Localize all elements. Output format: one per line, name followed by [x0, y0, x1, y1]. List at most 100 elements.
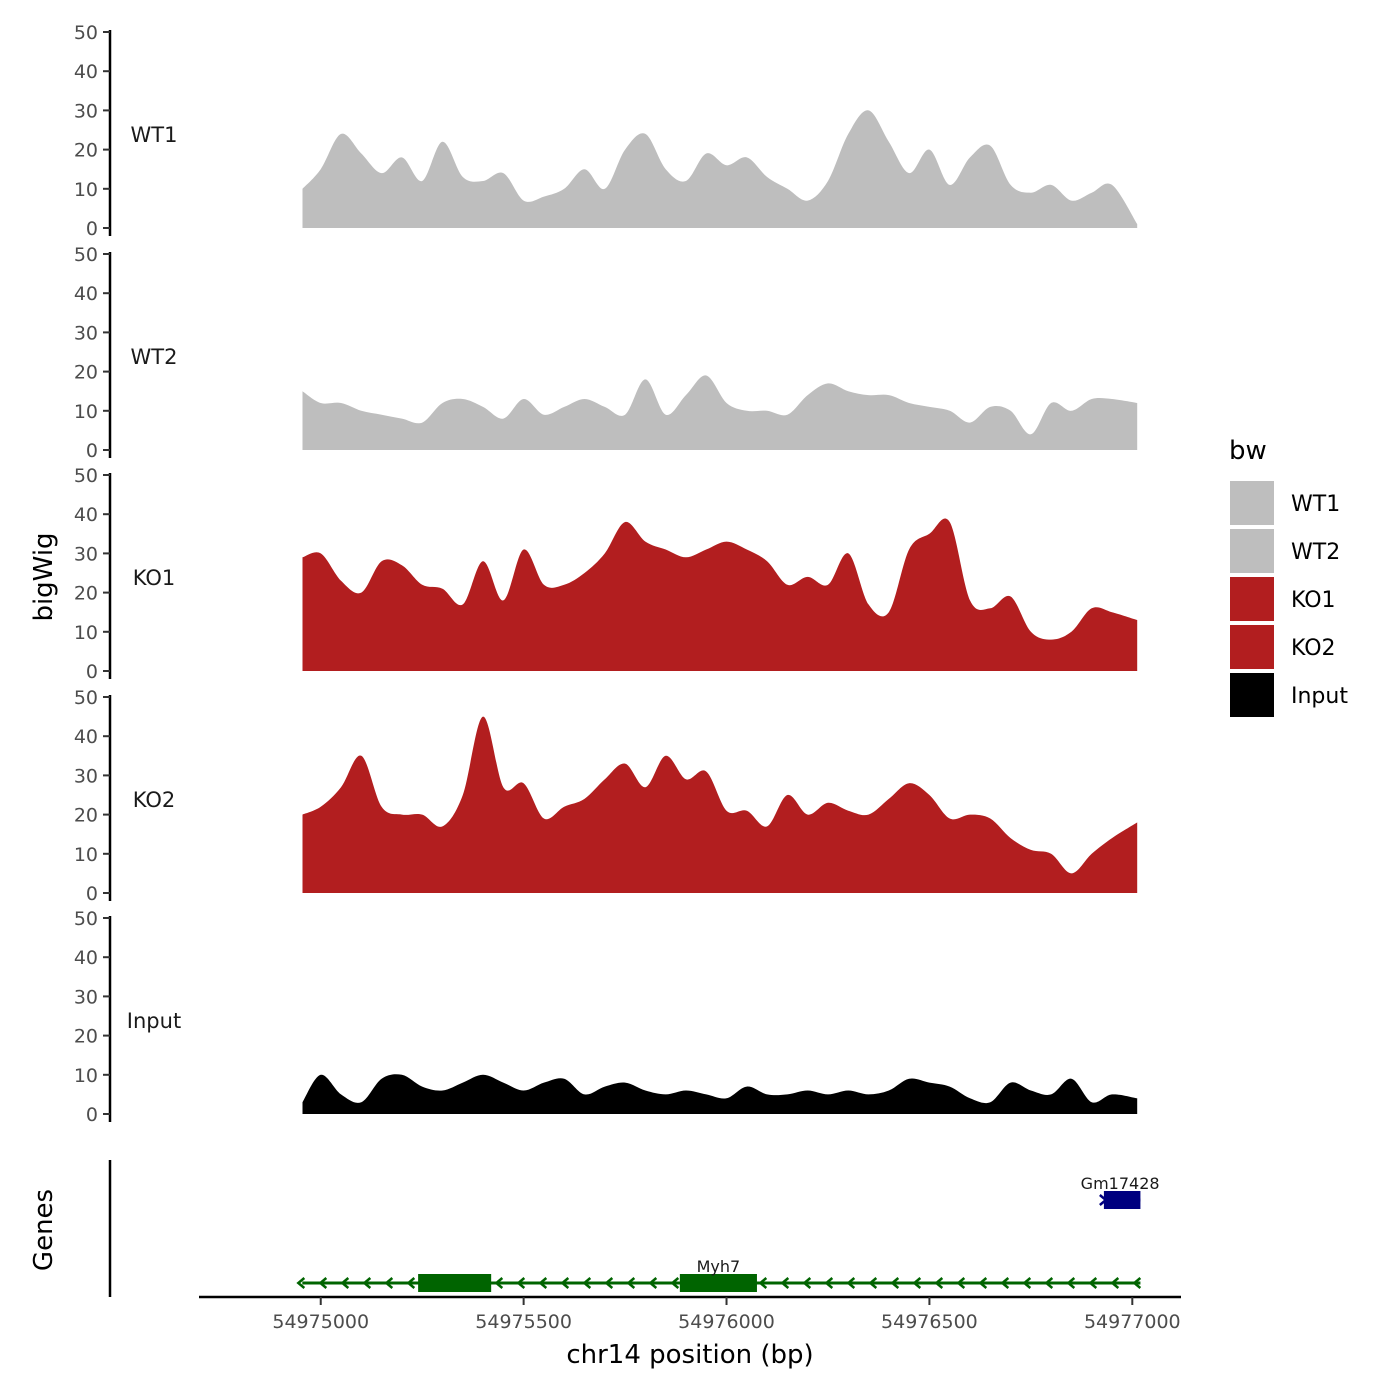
- strand-arrow: [406, 1277, 416, 1289]
- strand-arrow: [1000, 1277, 1010, 1289]
- strand-arrow: [758, 1277, 768, 1289]
- gene-label: Gm17428: [1081, 1174, 1160, 1193]
- legend-label-wt1: WT1: [1291, 492, 1340, 517]
- track-label: WT2: [131, 345, 178, 369]
- strand-arrow: [846, 1277, 856, 1289]
- y-tick-label: 30: [74, 100, 98, 122]
- y-tick-label: 40: [74, 726, 98, 748]
- exon: [418, 1274, 492, 1292]
- y-tick-label: 40: [74, 504, 98, 526]
- legend-label-wt2: WT2: [1291, 540, 1340, 565]
- strand-arrow: [626, 1277, 636, 1289]
- gene-myh7: Myh7: [296, 1257, 1142, 1292]
- legend-swatch-wt2: [1228, 527, 1276, 575]
- x-tick-label: 54975500: [475, 1311, 572, 1333]
- y-tick-label: 20: [74, 805, 98, 827]
- legend-label-input: Input: [1291, 684, 1348, 709]
- strand-arrow: [1110, 1277, 1120, 1289]
- strand-arrow: [1132, 1277, 1142, 1289]
- strand-arrow: [824, 1277, 834, 1289]
- track-label: KO2: [133, 788, 176, 812]
- strand-arrow: [604, 1277, 614, 1289]
- gene-panel: Myh7 Gm17428: [108, 1160, 1160, 1297]
- y-tick-label: 40: [74, 283, 98, 305]
- area-input: [302, 1074, 1138, 1114]
- y-tick-label: 0: [86, 218, 98, 240]
- y-tick-label: 40: [74, 947, 98, 969]
- y-tick-label: 10: [74, 179, 98, 201]
- y-tick-label: 20: [74, 583, 98, 605]
- track-input: 0 10 20 30 40 50 Input: [74, 908, 1138, 1126]
- strand-arrow: [384, 1277, 394, 1289]
- strand-arrow: [538, 1277, 548, 1289]
- exon: [679, 1274, 757, 1292]
- signal-tracks: 0 10 20 30 40 50 WT1 0 10 20 30 40 50 WT2 0 10 20 30 40 50 K…: [74, 22, 1138, 1126]
- strand-arrow: [890, 1277, 900, 1289]
- y-tick-label: 0: [86, 440, 98, 462]
- strand-arrow: [362, 1277, 372, 1289]
- area-wt1: [302, 110, 1138, 228]
- strand-arrow: [780, 1277, 790, 1289]
- y-tick-label: 50: [74, 465, 98, 487]
- x-axis: 54975000 54975500 54976000 54976500 54977000: [199, 1295, 1181, 1333]
- strand-arrow: [1066, 1277, 1076, 1289]
- gene-label: Myh7: [697, 1257, 741, 1276]
- area-ko2: [302, 716, 1138, 893]
- legend-swatch-wt1: [1228, 479, 1276, 527]
- y-tick-label: 0: [86, 883, 98, 905]
- legend: bw WT1 WT2 KO1 KO2 Input: [1228, 436, 1348, 719]
- x-tick-label: 54977000: [1084, 1311, 1181, 1333]
- y-tick-label: 20: [74, 1026, 98, 1048]
- strand-arrow: [868, 1277, 878, 1289]
- area-ko1: [302, 518, 1138, 671]
- strand-arrow: [494, 1277, 504, 1289]
- strand-arrow: [1022, 1277, 1032, 1289]
- strand-arrow: [802, 1277, 812, 1289]
- exon: [1103, 1191, 1141, 1209]
- strand-arrow: [956, 1277, 966, 1289]
- strand-arrow: [516, 1277, 526, 1289]
- y-tick-label: 50: [74, 687, 98, 709]
- y-tick-label: 30: [74, 322, 98, 344]
- y-axis-title: bigWig: [29, 532, 59, 621]
- legend-swatch-ko1: [1228, 575, 1276, 623]
- y-tick-label: 30: [74, 765, 98, 787]
- legend-label-ko1: KO1: [1291, 588, 1336, 613]
- y-tick-label: 10: [74, 622, 98, 644]
- y-tick-label: 50: [74, 908, 98, 930]
- y-tick-label: 30: [74, 986, 98, 1008]
- track-wt1: 0 10 20 30 40 50 WT1: [74, 22, 1138, 240]
- x-axis-title: chr14 position (bp): [566, 1340, 813, 1370]
- track-label: WT1: [131, 123, 178, 147]
- y-tick-label: 30: [74, 543, 98, 565]
- legend-swatch-input: [1228, 671, 1276, 719]
- y-tick-label: 20: [74, 362, 98, 384]
- strand-arrow: [978, 1277, 988, 1289]
- area-wt2: [302, 375, 1138, 450]
- y-tick-label: 10: [74, 1065, 98, 1087]
- x-tick-label: 54976000: [678, 1311, 775, 1333]
- y-tick-label: 40: [74, 61, 98, 83]
- legend-swatch-ko2: [1228, 623, 1276, 671]
- track-ko1: 0 10 20 30 40 50 KO1: [74, 465, 1138, 683]
- strand-arrow: [318, 1277, 328, 1289]
- y-tick-label: 20: [74, 140, 98, 162]
- track-ko2: 0 10 20 30 40 50 KO2: [74, 687, 1138, 905]
- strand-arrow: [670, 1277, 680, 1289]
- strand-arrow: [340, 1277, 350, 1289]
- y-tick-label: 10: [74, 844, 98, 866]
- strand-arrow: [912, 1277, 922, 1289]
- y-tick-label: 50: [74, 244, 98, 266]
- strand-arrow: [296, 1277, 306, 1289]
- y-tick-label: 50: [74, 22, 98, 44]
- x-tick-label: 54975000: [272, 1311, 369, 1333]
- x-tick-label: 54976500: [881, 1311, 978, 1333]
- strand-arrow: [560, 1277, 570, 1289]
- genes-axis-title: Genes: [29, 1189, 59, 1271]
- track-label: Input: [127, 1009, 181, 1033]
- strand-arrow: [934, 1277, 944, 1289]
- strand-arrow: [1088, 1277, 1098, 1289]
- strand-arrow: [582, 1277, 592, 1289]
- track-wt2: 0 10 20 30 40 50 WT2: [74, 244, 1138, 462]
